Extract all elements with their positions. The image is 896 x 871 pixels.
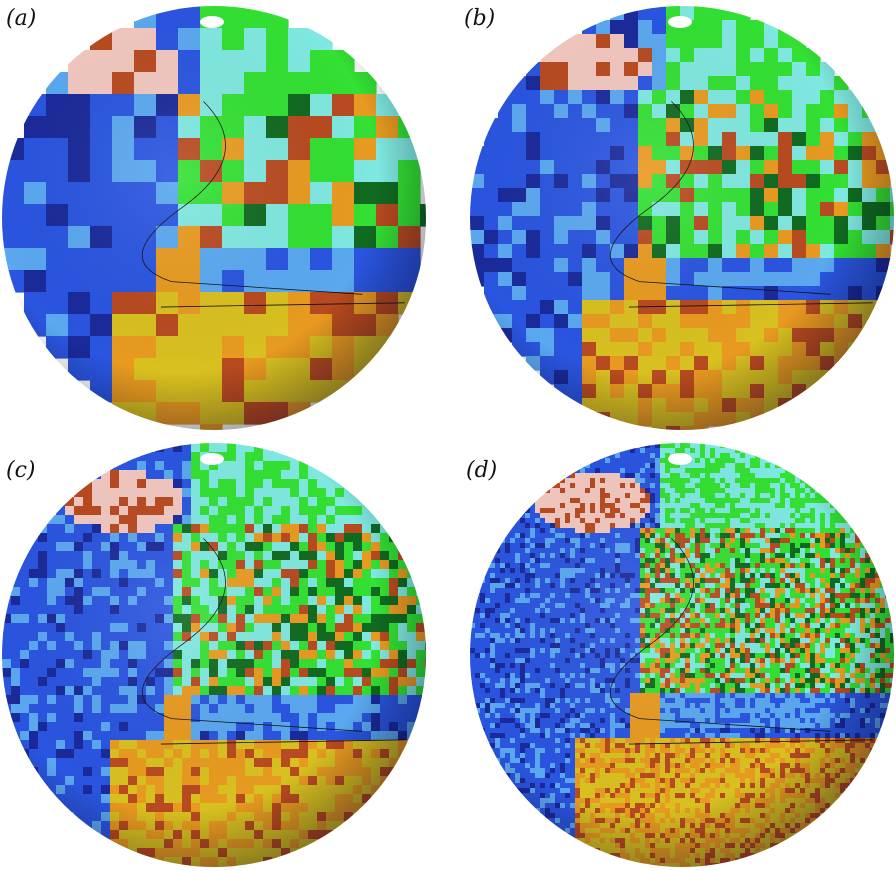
panel-label-d: (d) [466, 458, 498, 483]
panel-label-a: (a) [6, 6, 37, 31]
panel-label-b: (b) [464, 6, 496, 31]
panel-label-c: (c) [6, 458, 36, 483]
globe-shading [470, 443, 894, 867]
globe-shading [470, 6, 894, 430]
panel-a: (a) [0, 0, 448, 435]
globe-map-c [2, 443, 426, 867]
north-pole-cap [200, 16, 224, 28]
globe-map-a [2, 6, 426, 430]
north-pole-cap [200, 453, 224, 465]
globe-map-b [470, 6, 894, 430]
north-pole-cap [668, 16, 692, 28]
globe-map-d [470, 443, 894, 867]
globe-shading [2, 6, 426, 430]
panel-d: (d) [448, 436, 896, 871]
panel-c: (c) [0, 436, 448, 871]
globe-shading [2, 443, 426, 867]
panel-b: (b) [448, 0, 896, 435]
north-pole-cap [668, 453, 692, 465]
